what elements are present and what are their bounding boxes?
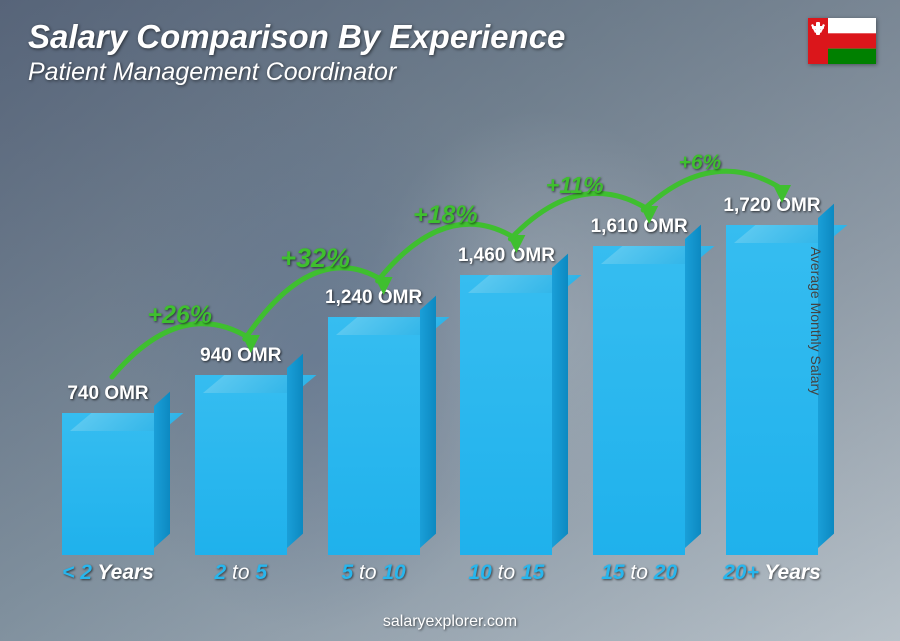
y-axis-label: Average Monthly Salary: [808, 246, 824, 394]
oman-flag: [808, 18, 876, 64]
growth-arrow: [40, 145, 840, 585]
footer-attribution: salaryexplorer.com: [0, 613, 900, 631]
page-title: Salary Comparison By Experience: [28, 18, 565, 56]
chart-area: 740 OMR940 OMR1,240 OMR1,460 OMR1,610 OM…: [40, 145, 840, 585]
header: Salary Comparison By Experience Patient …: [28, 18, 565, 87]
growth-pct-label: +6%: [679, 151, 722, 175]
page-subtitle: Patient Management Coordinator: [28, 58, 565, 87]
